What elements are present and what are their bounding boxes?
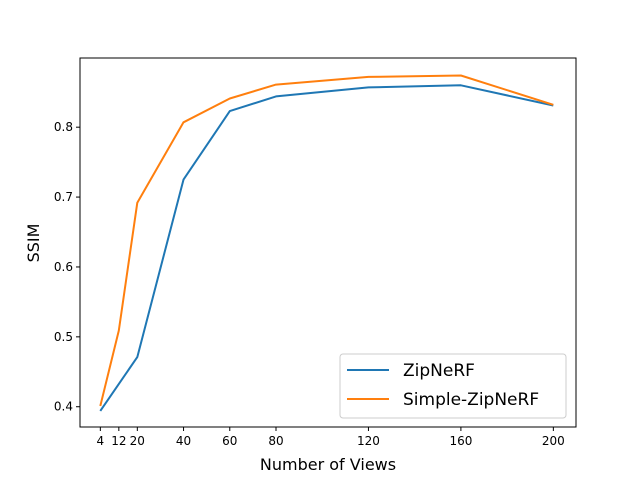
y-tick-label: 0.7 (54, 190, 73, 204)
legend-label-simple-zipnerf: Simple-ZipNeRF (403, 390, 539, 410)
x-tick-label: 40 (176, 434, 191, 448)
x-tick-label: 12 (111, 434, 126, 448)
x-tick-label: 60 (222, 434, 237, 448)
legend-label-zipnerf: ZipNeRF (403, 361, 475, 381)
x-tick-label: 160 (449, 434, 472, 448)
series-line-zipnerf (99, 84, 554, 412)
y-tick-label: 0.4 (54, 400, 73, 414)
x-tick-label: 120 (357, 434, 380, 448)
x-tick-label: 20 (130, 434, 145, 448)
legend-box (339, 353, 567, 419)
plot-frame (79, 57, 577, 428)
y-tick-label: 0.8 (54, 120, 73, 134)
x-axis-label: Number of Views (260, 455, 396, 474)
legend: ZipNeRF Simple-ZipNeRF (339, 353, 567, 419)
x-tick-label: 4 (97, 434, 105, 448)
x-tick-label: 200 (542, 434, 565, 448)
y-axis-label: SSIM (24, 224, 43, 263)
x-tick-label: 80 (268, 434, 283, 448)
series-line-simple-zipnerf (99, 74, 554, 407)
y-tick-label: 0.5 (54, 330, 73, 344)
y-tick-label: 0.6 (54, 260, 73, 274)
